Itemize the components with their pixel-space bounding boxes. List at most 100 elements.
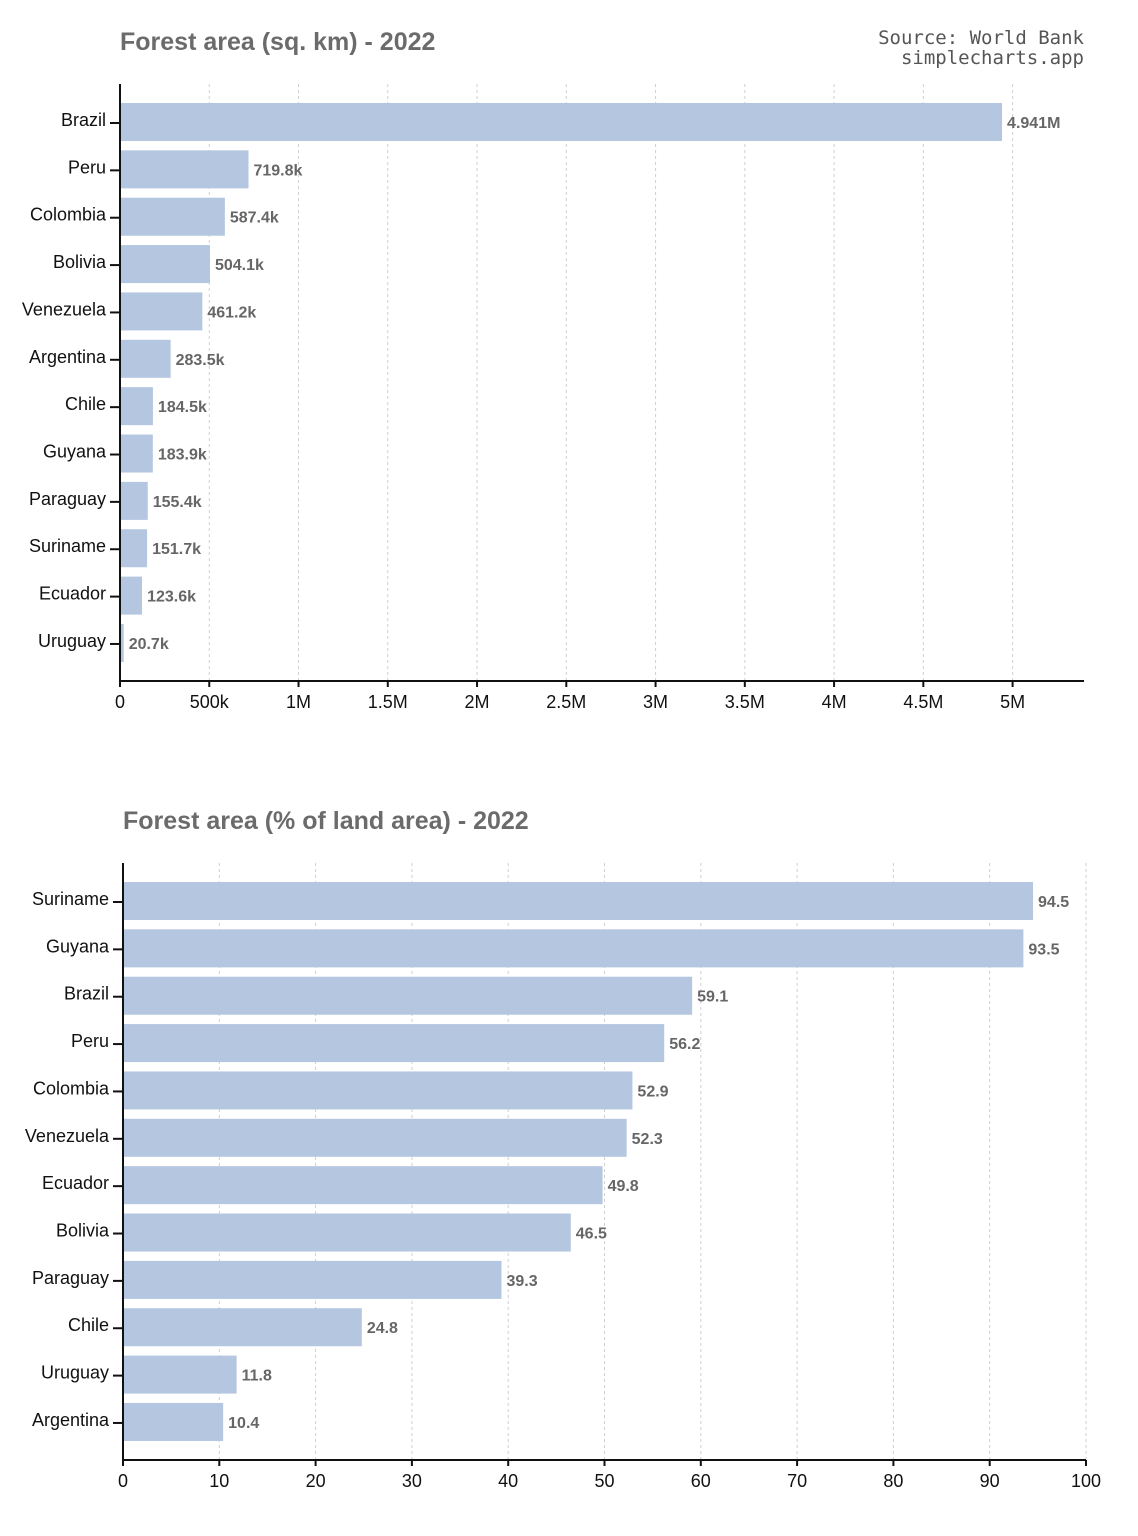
bar bbox=[124, 1166, 603, 1205]
category-label: Uruguay bbox=[38, 631, 106, 651]
x-tick-label: 10 bbox=[209, 1471, 229, 1491]
category-label: Argentina bbox=[32, 1410, 110, 1430]
value-label: 49.8 bbox=[608, 1178, 639, 1195]
value-label: 10.4 bbox=[228, 1415, 259, 1432]
chart-forest-area-percent: Forest area (% of land area) - 2022 0 10 20… bbox=[25, 807, 1101, 1491]
x-tick-label: 70 bbox=[787, 1471, 807, 1491]
x-tick-label: 1.5M bbox=[368, 692, 408, 712]
bar bbox=[124, 1024, 665, 1063]
chart-title: Forest area (sq. km) - 2022 bbox=[120, 28, 435, 56]
category-label: Venezuela bbox=[22, 299, 107, 319]
category-label: Uruguay bbox=[41, 1363, 109, 1383]
x-tick-label: 80 bbox=[883, 1471, 903, 1491]
bar bbox=[121, 103, 1003, 141]
category-label: Colombia bbox=[33, 1078, 110, 1098]
value-label: 46.5 bbox=[576, 1226, 607, 1243]
category-label: Bolivia bbox=[53, 252, 107, 272]
bar bbox=[124, 1118, 627, 1157]
value-label: 587.4k bbox=[230, 210, 279, 227]
value-label: 283.5k bbox=[176, 352, 225, 369]
category-label: Brazil bbox=[61, 110, 106, 130]
category-label: Guyana bbox=[43, 442, 107, 462]
bar bbox=[121, 197, 225, 236]
value-label: 719.8k bbox=[253, 162, 302, 179]
bar bbox=[124, 1355, 237, 1394]
category-label: Suriname bbox=[32, 889, 109, 909]
value-label: 52.3 bbox=[632, 1131, 663, 1148]
bar bbox=[124, 1308, 362, 1347]
bar bbox=[121, 387, 153, 426]
category-label: Peru bbox=[71, 1031, 109, 1051]
value-label: 183.9k bbox=[158, 447, 207, 464]
bar bbox=[121, 292, 203, 331]
bar bbox=[124, 1402, 224, 1441]
chart-forest-area-sqkm: Forest area (sq. km) - 2022 0 500k 1M 1.5M 2M… bbox=[22, 28, 1084, 712]
source-site: simplecharts.app bbox=[901, 47, 1084, 69]
value-label: 461.2k bbox=[207, 304, 256, 321]
bar bbox=[121, 245, 210, 284]
x-tick-label: 50 bbox=[594, 1471, 614, 1491]
value-label: 4.941M bbox=[1007, 115, 1060, 132]
category-label: Argentina bbox=[29, 347, 107, 367]
category-label: Suriname bbox=[29, 536, 106, 556]
x-tick-label: 0 bbox=[115, 692, 125, 712]
x-tick-label: 100 bbox=[1071, 1471, 1101, 1491]
category-label: Chile bbox=[68, 1315, 109, 1335]
x-tick-label: 60 bbox=[691, 1471, 711, 1491]
bar bbox=[121, 529, 148, 568]
bar bbox=[121, 434, 153, 473]
category-label: Paraguay bbox=[29, 489, 106, 509]
x-tick-label: 3.5M bbox=[725, 692, 765, 712]
bar bbox=[121, 339, 171, 378]
x-tick-label: 2.5M bbox=[546, 692, 586, 712]
bar bbox=[124, 882, 1034, 920]
chart-title: Forest area (% of land area) - 2022 bbox=[123, 807, 529, 835]
category-label: Venezuela bbox=[25, 1126, 110, 1146]
x-tick-label: 2M bbox=[465, 692, 490, 712]
value-label: 56.2 bbox=[669, 1036, 700, 1053]
x-tick-label: 500k bbox=[190, 692, 230, 712]
value-label: 184.5k bbox=[158, 399, 207, 416]
value-label: 504.1k bbox=[215, 257, 264, 274]
bar bbox=[121, 150, 249, 189]
bar bbox=[121, 576, 143, 615]
category-label: Brazil bbox=[64, 984, 109, 1004]
x-tick-label: 90 bbox=[980, 1471, 1000, 1491]
x-tick-label: 20 bbox=[306, 1471, 326, 1491]
bar bbox=[121, 481, 148, 520]
value-label: 94.5 bbox=[1038, 894, 1069, 911]
bar bbox=[124, 929, 1024, 968]
category-label: Colombia bbox=[30, 205, 107, 225]
bar bbox=[124, 1213, 571, 1252]
source-line: Source: World Bank bbox=[878, 27, 1084, 49]
bar bbox=[121, 623, 124, 662]
bar bbox=[124, 1260, 502, 1299]
x-tick-label: 30 bbox=[402, 1471, 422, 1491]
x-tick-label: 4M bbox=[822, 692, 847, 712]
x-tick-label: 1M bbox=[286, 692, 311, 712]
value-label: 155.4k bbox=[153, 494, 202, 511]
category-label: Ecuador bbox=[42, 1173, 109, 1193]
x-tick-label: 5M bbox=[1000, 692, 1025, 712]
x-tick-label: 0 bbox=[118, 1471, 128, 1491]
value-label: 59.1 bbox=[697, 989, 728, 1006]
x-tick-label: 40 bbox=[498, 1471, 518, 1491]
category-label: Paraguay bbox=[32, 1268, 109, 1288]
x-tick-label: 4.5M bbox=[903, 692, 943, 712]
category-label: Ecuador bbox=[39, 584, 106, 604]
category-label: Chile bbox=[65, 394, 106, 414]
bar bbox=[124, 976, 693, 1015]
value-label: 39.3 bbox=[506, 1273, 537, 1290]
value-label: 123.6k bbox=[147, 589, 196, 606]
value-label: 24.8 bbox=[367, 1320, 398, 1337]
bar bbox=[124, 1071, 633, 1110]
x-tick-label: 3M bbox=[643, 692, 668, 712]
category-label: Guyana bbox=[46, 936, 110, 956]
value-label: 93.5 bbox=[1028, 941, 1059, 958]
value-label: 11.8 bbox=[242, 1368, 272, 1385]
value-label: 20.7k bbox=[129, 636, 169, 653]
value-label: 151.7k bbox=[152, 541, 201, 558]
value-label: 52.9 bbox=[637, 1083, 668, 1100]
category-label: Peru bbox=[68, 157, 106, 177]
